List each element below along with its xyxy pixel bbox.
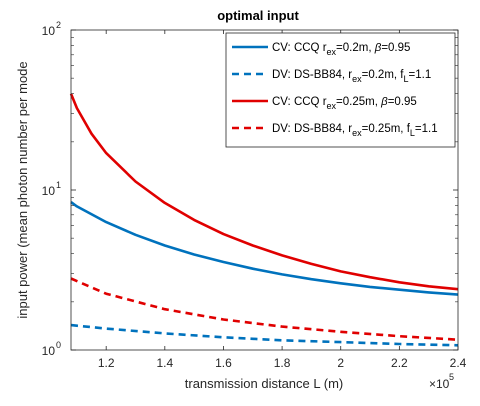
x-multiplier-exp: 5 bbox=[449, 372, 454, 382]
legend-label-1: CV: CCQ rex=0.2m, β=0.95 bbox=[272, 42, 410, 57]
y-tick-label: 10 bbox=[42, 184, 56, 198]
y-axis-label: input power (mean photon number per mode bbox=[15, 61, 30, 318]
x-tick-label: 2.2 bbox=[391, 356, 408, 370]
series-line-2 bbox=[70, 323, 459, 347]
x-multiplier-base: ×10 bbox=[429, 377, 450, 391]
x-axis: 1.2 1.4 1.6 1.8 2 2.2 2.4 bbox=[98, 30, 467, 370]
series-line-4 bbox=[70, 277, 459, 341]
y-tick-label: 10 bbox=[42, 344, 56, 358]
x-tick-label: 1.4 bbox=[156, 356, 173, 370]
x-axis-label: transmission distance L (m) bbox=[185, 376, 343, 391]
series-line-3 bbox=[69, 93, 459, 291]
y-tick-label-exp: 2 bbox=[56, 20, 61, 30]
x-tick-label: 2.4 bbox=[450, 356, 467, 370]
y-tick-label-exp: 0 bbox=[56, 340, 61, 350]
legend-label-3: CV: CCQ rex=0.25m, β=0.95 bbox=[272, 96, 417, 111]
legend-label-2: DV: DS-BB84, rex=0.2m, fL=1.1 bbox=[272, 69, 431, 84]
legend: CV: CCQ rex=0.2m, β=0.95 DV: DS-BB84, rex… bbox=[225, 32, 456, 148]
y-tick-label: 10 bbox=[42, 24, 56, 38]
series-line-1 bbox=[70, 201, 459, 296]
chart-title: optimal input bbox=[217, 8, 299, 23]
y-tick-label-exp: 1 bbox=[56, 180, 61, 190]
x-tick-label: 2 bbox=[337, 356, 344, 370]
plot-area bbox=[69, 93, 459, 347]
x-tick-label: 1.2 bbox=[98, 356, 115, 370]
legend-box bbox=[225, 32, 456, 148]
legend-label-4: DV: DS-BB84, rex=0.25m, fL=1.1 bbox=[272, 123, 438, 138]
x-axis-multiplier: ×10 5 bbox=[429, 372, 454, 391]
x-tick-label: 1.8 bbox=[274, 356, 291, 370]
x-tick-label: 1.6 bbox=[215, 356, 232, 370]
